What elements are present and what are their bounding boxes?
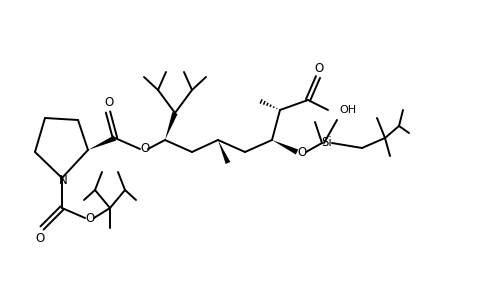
Polygon shape: [272, 140, 298, 155]
Text: O: O: [85, 212, 95, 224]
Text: OH: OH: [339, 105, 356, 115]
Polygon shape: [165, 112, 178, 140]
Polygon shape: [88, 136, 116, 150]
Text: O: O: [140, 142, 150, 156]
Text: O: O: [35, 232, 45, 244]
Polygon shape: [218, 140, 230, 164]
Text: O: O: [315, 61, 324, 74]
Text: O: O: [105, 97, 114, 109]
Text: Si: Si: [322, 136, 333, 150]
Text: O: O: [297, 145, 307, 159]
Text: N: N: [59, 173, 67, 187]
